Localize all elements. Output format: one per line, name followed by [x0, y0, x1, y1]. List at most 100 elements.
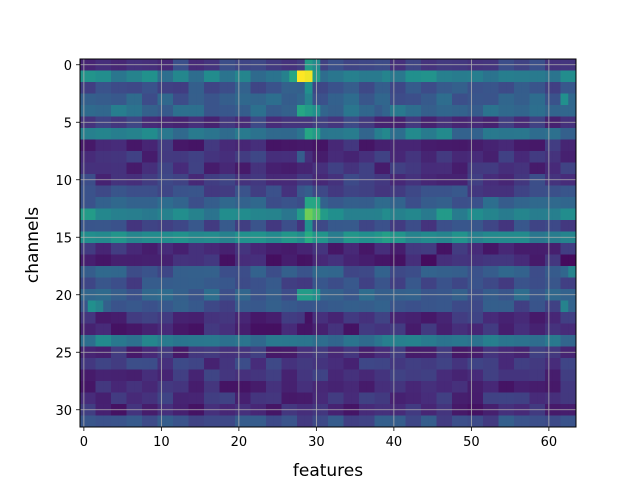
heatmap-cell	[142, 208, 151, 221]
heatmap-cell	[149, 369, 158, 382]
heatmap-cell	[165, 243, 174, 255]
heatmap-cell	[374, 392, 383, 405]
heatmap-cell	[328, 82, 337, 94]
heatmap-cell	[103, 197, 112, 209]
heatmap-cell	[165, 312, 174, 324]
heatmap-cell	[475, 220, 484, 232]
heatmap-cell	[320, 197, 329, 209]
heatmap-cell	[452, 70, 461, 83]
heatmap-cell	[149, 392, 158, 405]
heatmap-cell	[568, 105, 577, 117]
heatmap-cell	[382, 312, 391, 324]
heatmap-cell	[126, 392, 135, 405]
heatmap-cell	[95, 139, 104, 152]
heatmap-cell	[196, 358, 205, 370]
heatmap-cell	[196, 139, 205, 152]
heatmap-cell	[204, 243, 213, 255]
heatmap-cell	[273, 369, 282, 382]
heatmap-cell	[428, 105, 437, 117]
heatmap-cell	[529, 162, 538, 175]
heatmap-cell	[552, 277, 561, 290]
heatmap-cell	[359, 415, 368, 428]
heatmap-cell	[366, 208, 375, 221]
heatmap-cell	[250, 185, 259, 198]
heatmap-cell	[421, 323, 430, 336]
heatmap-cell	[281, 197, 290, 209]
heatmap-cell	[142, 369, 151, 382]
heatmap-cell	[180, 392, 189, 405]
heatmap-cell	[111, 208, 120, 221]
heatmap-cell	[335, 185, 344, 198]
heatmap-cell	[188, 358, 197, 370]
heatmap-cell	[475, 93, 484, 106]
heatmap-cell	[328, 266, 337, 278]
heatmap-cell	[366, 369, 375, 382]
heatmap-cell	[273, 254, 282, 267]
heatmap-cell	[227, 300, 236, 313]
heatmap-cell	[250, 82, 259, 94]
heatmap-cell	[521, 82, 530, 94]
heatmap-cell	[103, 70, 112, 83]
heatmap-cell	[87, 105, 96, 117]
heatmap-cell	[95, 277, 104, 290]
heatmap-cell	[459, 70, 468, 83]
heatmap-cell	[142, 243, 151, 255]
heatmap-cell	[452, 128, 461, 140]
heatmap-cell	[126, 82, 135, 94]
heatmap-cell	[118, 323, 127, 336]
heatmap-cell	[304, 197, 313, 209]
heatmap-cell	[242, 128, 251, 140]
heatmap-cell	[537, 415, 546, 428]
heatmap-cell	[180, 162, 189, 175]
heatmap-cell	[459, 369, 468, 382]
heatmap-cell	[514, 254, 523, 267]
heatmap-cell	[397, 208, 406, 221]
heatmap-cell	[242, 70, 251, 83]
heatmap-cell	[421, 162, 430, 175]
heatmap-cell	[452, 139, 461, 152]
heatmap-cell	[552, 312, 561, 324]
heatmap-cell	[405, 208, 414, 221]
heatmap-cell	[506, 151, 515, 163]
heatmap-cell	[506, 128, 515, 140]
heatmap-cell	[134, 369, 143, 382]
heatmap-cell	[111, 358, 120, 370]
heatmap-cell	[405, 197, 414, 209]
heatmap-cell	[242, 254, 251, 267]
heatmap-cell	[304, 151, 313, 163]
heatmap-cell	[560, 266, 569, 278]
heatmap-cell	[514, 185, 523, 198]
heatmap-cell	[537, 139, 546, 152]
heatmap-cell	[444, 312, 453, 324]
heatmap-cell	[498, 151, 507, 163]
heatmap-cell	[227, 139, 236, 152]
heatmap-cell	[568, 162, 577, 175]
heatmap-cell	[111, 139, 120, 152]
heatmap-cell	[320, 139, 329, 152]
heatmap-cell	[514, 243, 523, 255]
heatmap-cell	[421, 105, 430, 117]
heatmap-cell	[204, 139, 213, 152]
heatmap-cell	[335, 392, 344, 405]
heatmap-cell	[537, 254, 546, 267]
heatmap-cell	[297, 358, 306, 370]
heatmap-cell	[196, 185, 205, 198]
heatmap-cell	[366, 266, 375, 278]
heatmap-cell	[568, 392, 577, 405]
heatmap-cell	[126, 151, 135, 163]
heatmap-cell	[142, 82, 151, 94]
heatmap-cell	[452, 151, 461, 163]
heatmap-cell	[103, 185, 112, 198]
heatmap-cell	[95, 105, 104, 117]
heatmap-cell	[87, 162, 96, 175]
heatmap-cell	[227, 82, 236, 94]
heatmap-cell	[483, 266, 492, 278]
heatmap-cell	[289, 254, 298, 267]
heatmap-cell	[421, 312, 430, 324]
heatmap-cell	[359, 208, 368, 221]
heatmap-cell	[483, 369, 492, 382]
heatmap-cell	[529, 415, 538, 428]
heatmap-cell	[281, 105, 290, 117]
heatmap-cell	[413, 139, 422, 152]
heatmap-cell	[490, 243, 499, 255]
